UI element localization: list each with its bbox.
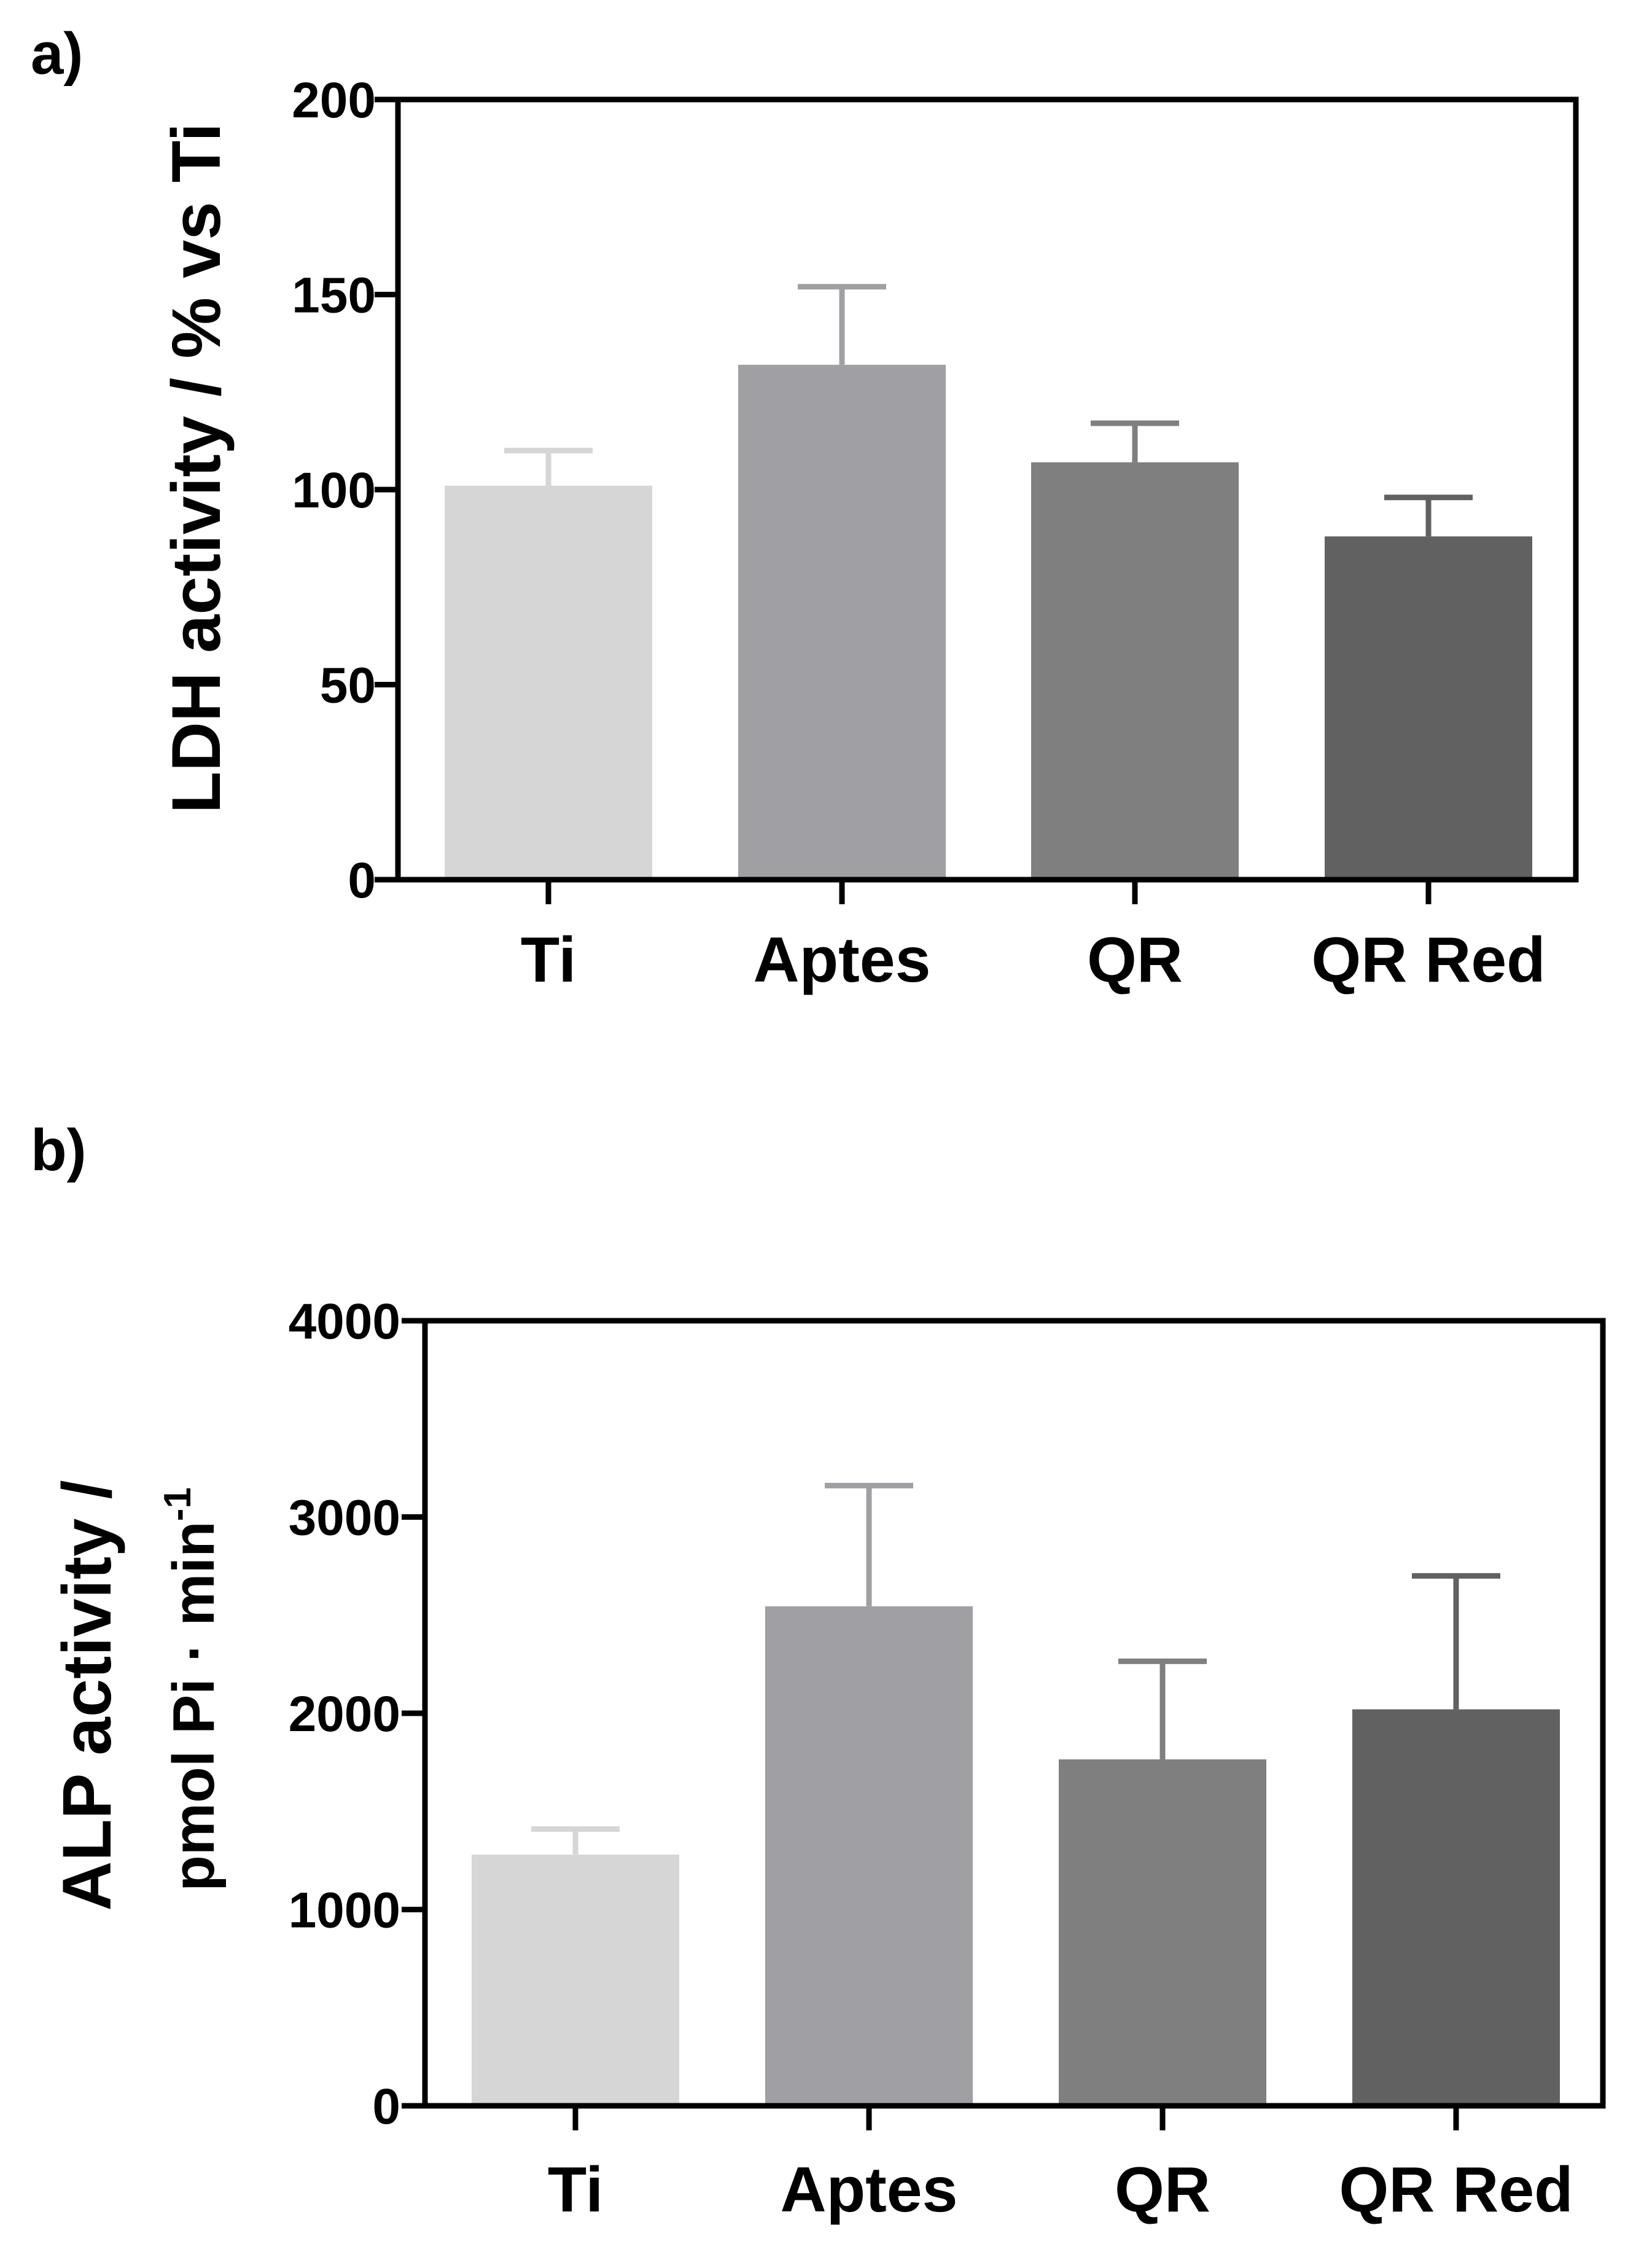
chart-b-x-label-qr-red: QR Red	[1339, 2154, 1573, 2226]
chart-b-x-label-qr: QR	[1115, 2154, 1210, 2226]
chart-a-bar-3	[1031, 462, 1239, 880]
chart-b-bar-4	[1352, 1709, 1560, 2106]
chart-a-error-bars	[504, 284, 1473, 537]
chart-b-y-axis-title-unit: pmol Pi · min	[161, 1521, 227, 1891]
chart-a-y-tick-label: 50	[320, 658, 376, 714]
chart-a-y-axis-title: LDH activity / % vs Ti	[158, 123, 235, 814]
chart-b: b) ALP activity / pmol Pi · min-1 0 1000 2…	[31, 1117, 1606, 2226]
chart-b-panel-label: b)	[31, 1117, 87, 1183]
chart-a-y-tick-label: 150	[292, 268, 376, 324]
chart-b-x-label-ti: Ti	[548, 2154, 604, 2226]
chart-a-x-labels: Ti Aptes QR QR Red	[521, 925, 1546, 996]
chart-b-y-tick-label: 4000	[289, 1294, 400, 1350]
chart-b-bars	[472, 1606, 1560, 2106]
chart-a-bars	[445, 364, 1532, 880]
chart-a-y-tick-label: 100	[292, 463, 376, 518]
chart-b-bar-2	[765, 1606, 973, 2106]
chart-a-y-tick-label: 0	[348, 853, 376, 909]
chart-a-x-label-qr: QR	[1087, 925, 1183, 996]
chart-a-x-label-ti: Ti	[521, 925, 577, 996]
chart-a-bar-2	[738, 364, 946, 880]
chart-b-plot-frame	[422, 1318, 1606, 2109]
chart-a-x-ticks	[545, 880, 1432, 904]
chart-b-bar-1	[472, 1855, 679, 2106]
chart-a-panel-label: a)	[31, 21, 83, 87]
chart-a-plot-frame	[395, 96, 1579, 883]
chart-b-error-bars	[531, 1482, 1500, 1855]
chart-a-bar-4	[1325, 536, 1532, 880]
chart-a-y-tick-label: 200	[292, 72, 376, 128]
chart-a-y-ticks: 0 50 100 150 200	[292, 72, 398, 909]
chart-b-y-tick-label: 0	[372, 2079, 400, 2135]
chart-b-y-tick-label: 1000	[289, 1883, 400, 1939]
chart-b-y-axis-title-superscript: -1	[157, 1487, 199, 1521]
chart-a-bar-1	[445, 485, 652, 880]
chart-a-x-label-qr-red: QR Red	[1311, 925, 1545, 996]
chart-b-y-ticks: 0 1000 2000 3000 4000	[289, 1294, 425, 2135]
chart-b-y-tick-label: 3000	[289, 1490, 400, 1546]
chart-b-x-label-aptes: Aptes	[781, 2154, 958, 2226]
chart-b-x-labels: Ti Aptes QR QR Red	[548, 2154, 1573, 2226]
chart-a: a) LDH activity / % vs Ti 0 50 100 150 200 T…	[31, 21, 1579, 996]
chart-b-y-axis-title-line2: pmol Pi · min-1	[157, 1487, 227, 1891]
chart-b-y-axis-title-line1: ALP activity /	[49, 1480, 125, 1910]
chart-b-bar-3	[1059, 1759, 1266, 2106]
chart-b-x-ticks	[572, 2106, 1459, 2130]
chart-b-y-tick-label: 2000	[289, 1686, 400, 1742]
chart-a-x-label-aptes: Aptes	[754, 925, 931, 996]
